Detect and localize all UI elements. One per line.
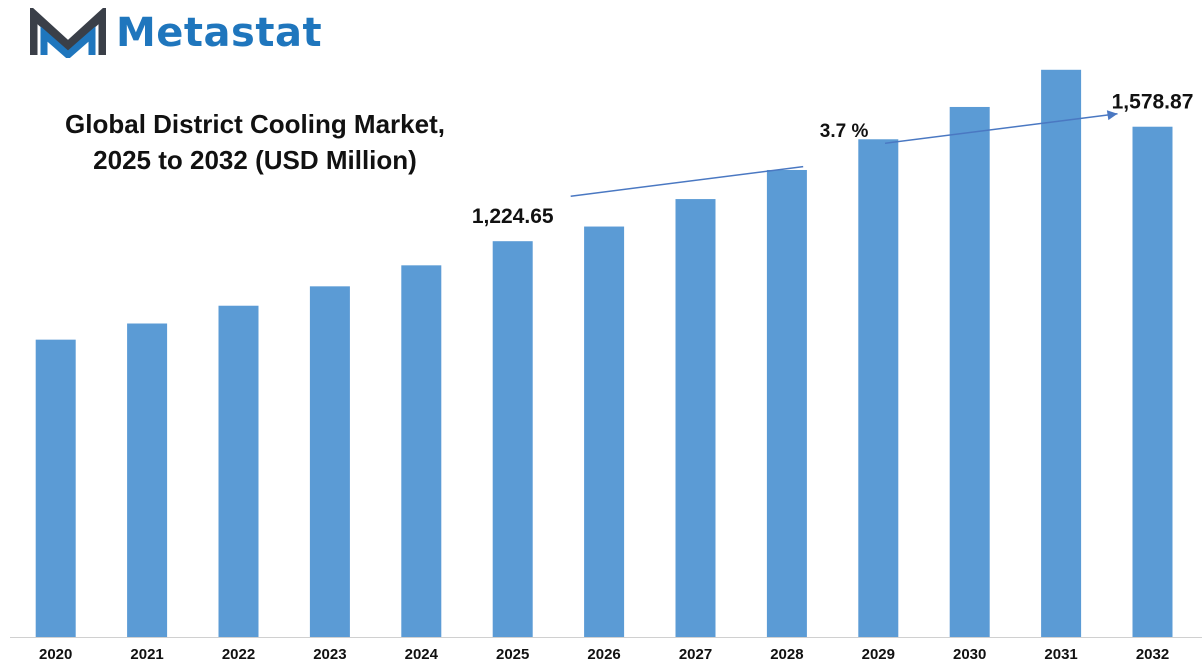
brand-name: Metastat bbox=[116, 10, 323, 56]
bar-2030 bbox=[949, 106, 990, 638]
x-tick-label-2024: 2024 bbox=[405, 646, 439, 663]
bar-2024 bbox=[401, 265, 442, 637]
growth-arrow-line-left bbox=[570, 165, 804, 197]
brand-logo: Metastat bbox=[30, 8, 322, 58]
bar-2026 bbox=[584, 226, 625, 637]
bar-2025 bbox=[492, 241, 533, 637]
bar-2029 bbox=[858, 139, 899, 637]
bar-2031 bbox=[1041, 69, 1082, 637]
data-label-2032: 1,578.87 bbox=[1112, 91, 1194, 114]
x-tick-label-2025: 2025 bbox=[496, 646, 529, 663]
x-tick-label-2028: 2028 bbox=[770, 646, 803, 663]
x-tick-label-2031: 2031 bbox=[1044, 646, 1077, 663]
growth-arrow-head bbox=[1106, 110, 1118, 121]
bar-2027 bbox=[675, 199, 716, 637]
bar-2022 bbox=[218, 305, 259, 637]
chart-title-line-2: 2025 to 2032 (USD Million) bbox=[93, 145, 417, 175]
bar-2021 bbox=[127, 323, 168, 637]
growth-rate-label: 3.7 % bbox=[820, 121, 869, 142]
bar-2032 bbox=[1132, 126, 1173, 637]
data-label-2025: 1,224.65 bbox=[472, 205, 554, 228]
chart-title-line-1: Global District Cooling Market, bbox=[65, 109, 445, 139]
x-tick-label-2020: 2020 bbox=[39, 646, 72, 663]
x-tick-label-2030: 2030 bbox=[953, 646, 986, 663]
bar-2028 bbox=[766, 169, 807, 637]
bar-2020 bbox=[35, 339, 76, 637]
x-tick-label-2027: 2027 bbox=[679, 646, 712, 663]
x-tick-label-2022: 2022 bbox=[222, 646, 255, 663]
growth-arrow-line-right bbox=[884, 112, 1118, 145]
x-tick-label-2026: 2026 bbox=[587, 646, 620, 663]
x-tick-label-2029: 2029 bbox=[862, 646, 895, 663]
metastat-logo-icon bbox=[30, 8, 106, 58]
bar-2023 bbox=[309, 286, 350, 637]
x-tick-label-2023: 2023 bbox=[313, 646, 346, 663]
x-tick-label-2021: 2021 bbox=[130, 646, 163, 663]
chart-title: Global District Cooling Market, 2025 to … bbox=[40, 106, 470, 178]
x-tick-label-2032: 2032 bbox=[1136, 646, 1169, 663]
